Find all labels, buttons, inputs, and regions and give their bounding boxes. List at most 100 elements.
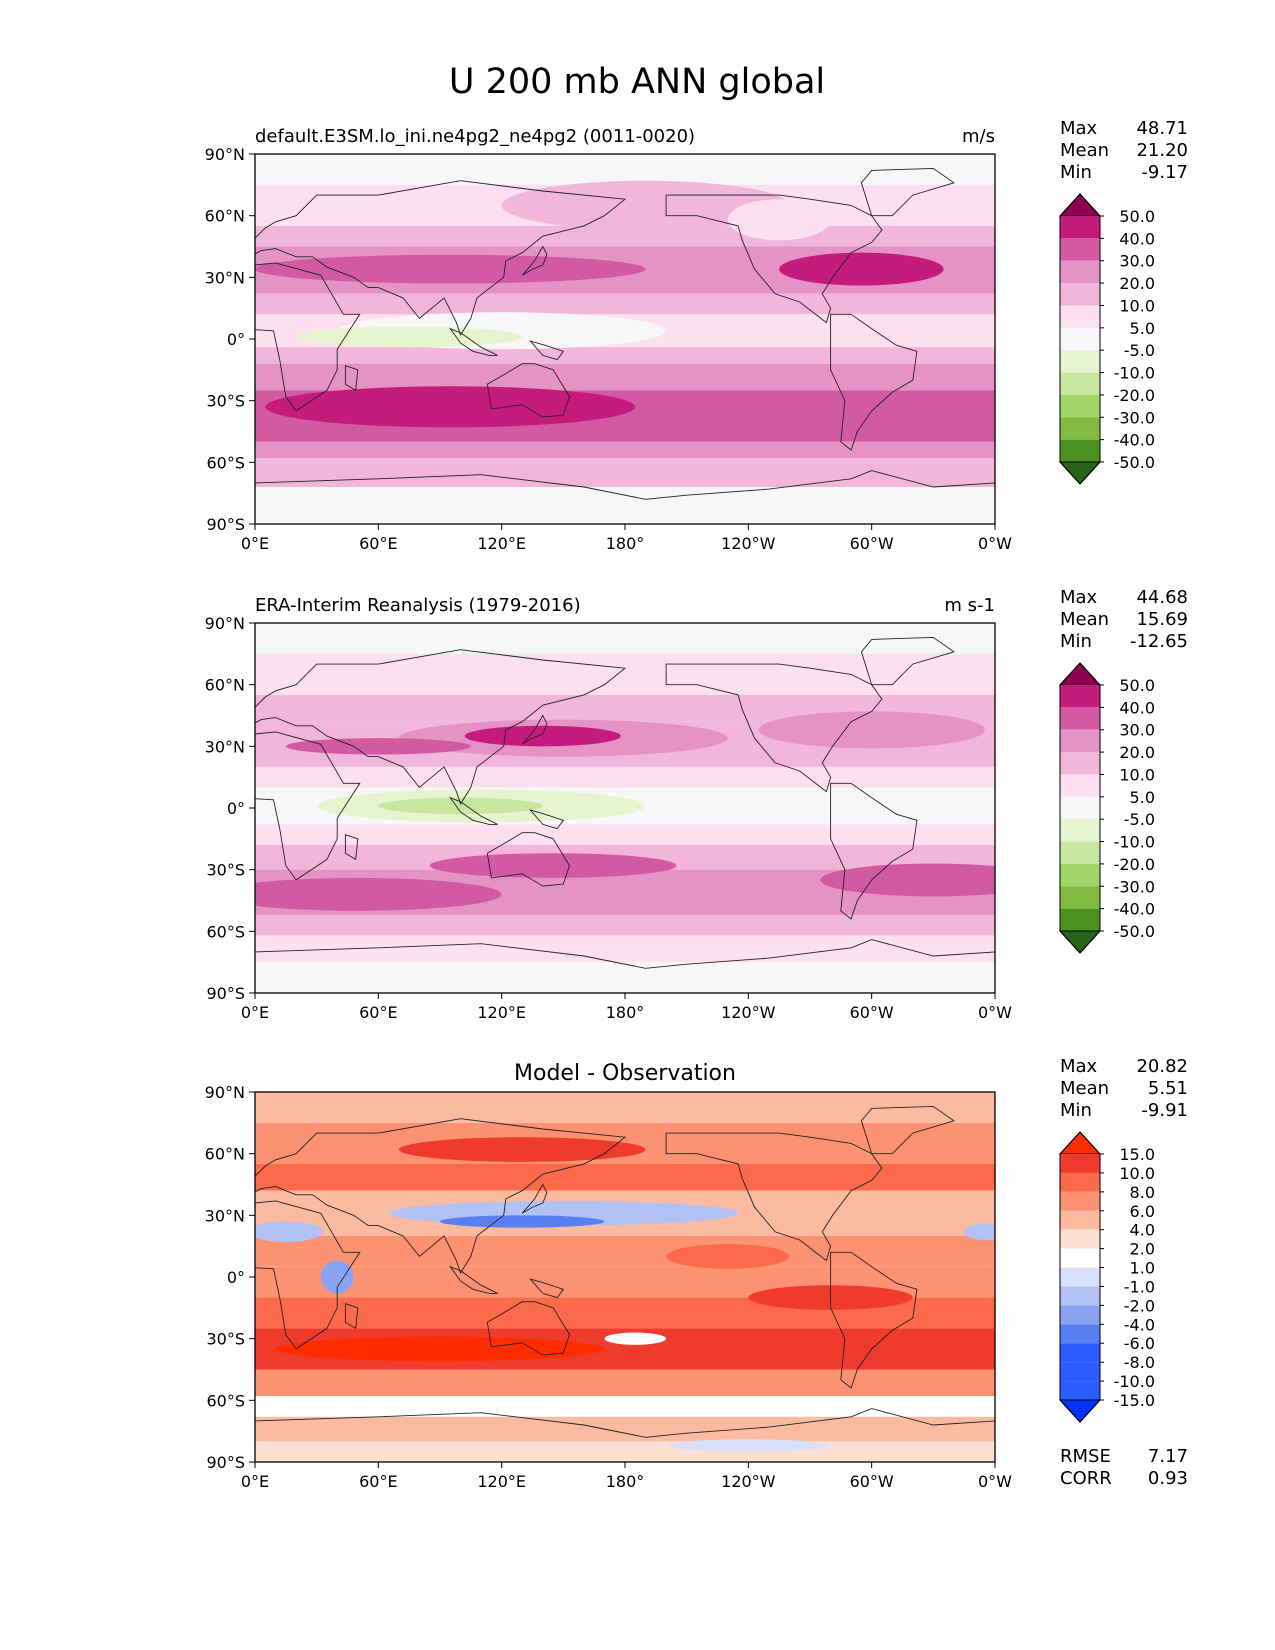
map-axes: 90°N 60°N 30°N 0° 30°S 60°S 90°S0°E 60°E 120°E 18…: [205, 614, 1013, 1022]
stat-max-label: Max: [1060, 1056, 1098, 1077]
contour-blob: [440, 1215, 605, 1228]
lon-tick-label: 120°W: [721, 534, 776, 553]
colorbar-swatch: [1060, 1381, 1100, 1400]
contour-blob: [398, 1137, 646, 1162]
contour-blob: [779, 252, 944, 286]
colorbar-ext-bottom: [1058, 1399, 1102, 1423]
colorbar-swatch: [1060, 1229, 1100, 1249]
colorbar-label: 2.0: [1130, 1240, 1155, 1259]
colorbar-label: 50.0: [1119, 676, 1155, 695]
coastline: [255, 939, 995, 993]
colorbar-swatch: [1060, 439, 1100, 462]
colorbar-swatch: [1060, 216, 1100, 239]
lat-tick-label: 90°S: [206, 1453, 245, 1472]
colorbar-label: -15.0: [1114, 1391, 1155, 1410]
colorbar-label: -5.0: [1124, 810, 1155, 829]
lon-tick-label: 120°E: [477, 534, 526, 553]
field-layer: [255, 154, 995, 524]
stat-max-value: 20.82: [1136, 1056, 1188, 1077]
colorbar-label: 5.0: [1130, 319, 1155, 338]
lat-tick-label: 90°N: [205, 1083, 245, 1102]
map-axes: 90°N 60°N 30°N 0° 30°S 60°S 90°S0°E 60°E 120°E 18…: [205, 1083, 1013, 1491]
lat-tick-label: 30°N: [205, 1206, 245, 1225]
contour-blob: [604, 1332, 667, 1345]
lon-tick-label: 0°W: [978, 1472, 1012, 1491]
colorbar-ext-top: [1058, 662, 1102, 686]
colorbar-label: 15.0: [1119, 1145, 1155, 1164]
coastline: [860, 636, 955, 686]
contour-band: [255, 1441, 995, 1462]
contour-band: [255, 623, 995, 654]
colorbar-swatch: [1060, 260, 1100, 284]
colorbar-label: 5.0: [1130, 788, 1155, 807]
colorbar-label: -50.0: [1114, 922, 1155, 941]
colorbar-label: -5.0: [1124, 341, 1155, 360]
coastline: [255, 649, 627, 805]
colorbar-swatch: [1060, 417, 1100, 440]
colorbar-swatch: [1060, 707, 1100, 730]
contour-blob: [378, 797, 543, 815]
colorbar-label: 50.0: [1119, 207, 1155, 226]
contour-band: [255, 1235, 995, 1267]
coastline: [665, 194, 883, 324]
contour-blob: [666, 1439, 831, 1452]
figure-title: U 200 mb ANN global: [449, 62, 825, 102]
coastline: [344, 365, 359, 392]
lon-tick-label: 0°E: [241, 1003, 269, 1022]
coastline: [521, 1183, 548, 1214]
colorbar-label: 30.0: [1119, 721, 1155, 740]
contour-blob: [285, 738, 471, 755]
lat-tick-label: 0°: [227, 330, 245, 349]
contour-band: [255, 293, 995, 315]
contour-blob: [820, 863, 995, 897]
coastline: [521, 714, 548, 745]
lat-tick-label: 90°S: [206, 515, 245, 534]
colorbar-swatch: [1060, 685, 1100, 708]
colorbar-label: 6.0: [1130, 1202, 1155, 1221]
coastline: [449, 796, 498, 825]
lon-tick-label: 60°E: [359, 534, 397, 553]
coastline: [449, 1265, 498, 1294]
lon-tick-label: 0°W: [978, 534, 1012, 553]
coastline: [449, 327, 498, 356]
panel-title: Model - Observation: [514, 1061, 736, 1086]
colorbar-label: 8.0: [1130, 1183, 1155, 1202]
contour-blob: [255, 254, 646, 284]
contour-blob: [429, 853, 677, 878]
colorbar-label: 30.0: [1119, 252, 1155, 271]
coastline: [486, 1301, 570, 1356]
contour-blob: [320, 1260, 354, 1294]
coastline: [344, 834, 359, 861]
lat-tick-label: 90°N: [205, 145, 245, 164]
contour-blob: [255, 877, 502, 911]
colorbar-swatch: [1060, 729, 1100, 753]
contour-band: [255, 824, 995, 845]
stat-min-value: -12.65: [1130, 631, 1188, 652]
contour-band: [255, 766, 995, 788]
panel-units: m s-1: [944, 595, 995, 616]
stat-min-label: Min: [1060, 1100, 1092, 1121]
panel-model: default.E3SM.lo_ini.ne4pg2_ne4pg2 (0011-…: [205, 126, 1013, 553]
colorbar-label: -6.0: [1124, 1334, 1155, 1353]
contour-blob: [501, 180, 790, 231]
colorbar-ext-bottom: [1058, 461, 1102, 485]
colorbar-swatch: [1060, 1286, 1100, 1306]
colorbar-label: -30.0: [1114, 877, 1155, 896]
contour-band: [255, 914, 995, 936]
stat-corr-label: CORR: [1060, 1468, 1112, 1489]
contour-band: [255, 1396, 995, 1417]
colorbar-label: 1.0: [1130, 1259, 1155, 1278]
colorbar-swatch: [1060, 1343, 1100, 1363]
colorbar-swatch: [1060, 841, 1100, 864]
contour-band: [255, 653, 995, 695]
stat-mean-value: 21.20: [1136, 140, 1188, 161]
field-layer: [255, 1092, 995, 1462]
side-panel-difference: Max 20.82 Mean 5.51 Min -9.91 15.010.08.…: [1058, 1056, 1188, 1489]
side-panel-observation: Max 44.68 Mean 15.69 Min -12.65 50.0 40.0…: [1058, 587, 1188, 954]
colorbar-swatch: [1060, 1154, 1100, 1173]
coastline: [665, 663, 883, 793]
lat-tick-label: 90°S: [206, 984, 245, 1003]
lat-tick-label: 30°N: [205, 268, 245, 287]
contour-blob: [296, 326, 523, 348]
